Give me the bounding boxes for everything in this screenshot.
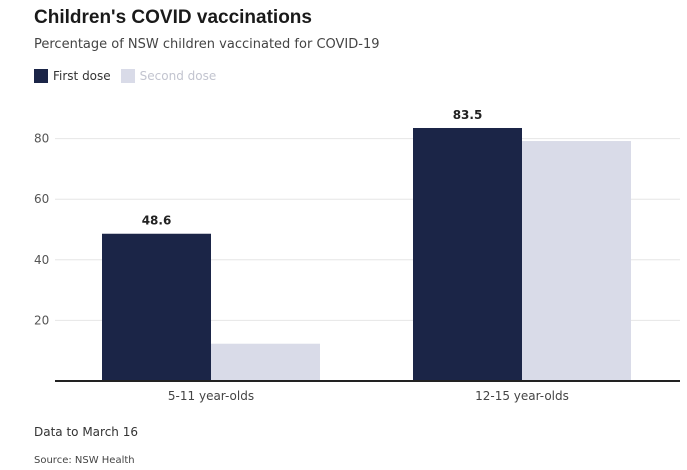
legend-item-first-dose: First dose	[34, 69, 111, 83]
y-tick-label-40: 40	[34, 253, 49, 267]
data-label-first-dose-1: 83.5	[453, 108, 483, 122]
legend-swatch-first-dose	[34, 69, 48, 83]
legend-label-first-dose: First dose	[53, 69, 111, 83]
chart-title: Children's COVID vaccinations	[34, 7, 312, 28]
legend-item-second-dose: Second dose	[120, 69, 217, 83]
legend-label-second-dose: Second dose	[139, 69, 217, 83]
chart-source: Source: NSW Health	[34, 455, 135, 466]
bar-first-dose-1	[413, 127, 522, 382]
bar-first-dose-0	[102, 233, 211, 381]
chart-note: Data to March 16	[34, 425, 138, 439]
y-tick-label-80: 80	[34, 132, 49, 146]
data-label-first-dose-0: 48.6	[142, 214, 172, 228]
y-tick-label-60: 60	[34, 192, 49, 206]
x-category-label-0: 5-11 year-olds	[168, 389, 254, 403]
legend: First dose Second dose	[34, 69, 226, 83]
y-tick-label-20: 20	[34, 313, 49, 327]
bar-second-dose-0	[211, 343, 320, 381]
x-category-label-1: 12-15 year-olds	[475, 389, 569, 403]
legend-swatch-second-dose	[120, 69, 135, 83]
chart-subtitle: Percentage of NSW children vaccinated fo…	[34, 37, 380, 52]
bar-second-dose-1	[522, 141, 631, 381]
